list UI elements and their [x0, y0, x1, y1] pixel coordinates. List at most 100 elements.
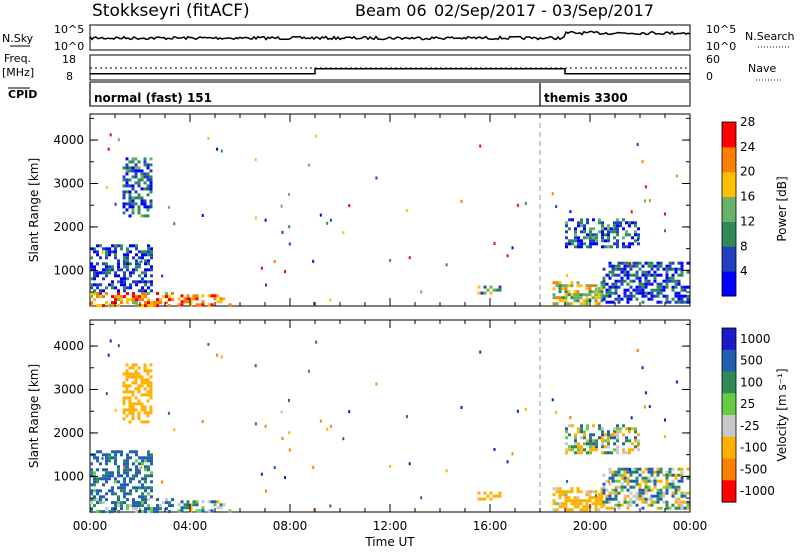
- echo-cell: [617, 479, 621, 483]
- echo-cell: [96, 292, 99, 296]
- echo-cell: [620, 485, 624, 489]
- echo-cell: [564, 508, 568, 512]
- echo-cell: [671, 285, 675, 289]
- echo-cell: [568, 433, 571, 437]
- echo-cell: [105, 265, 108, 269]
- echo-cell: [128, 372, 132, 376]
- echo-cell: [177, 503, 181, 507]
- echo-cell: [186, 300, 190, 304]
- echo-cell: [605, 300, 609, 304]
- echo-cell: [168, 501, 171, 505]
- echo-cell: [180, 500, 184, 504]
- echo-cell: [102, 289, 105, 293]
- echo-cell: [579, 296, 583, 300]
- echo-cell: [99, 501, 102, 505]
- echo-cell: [147, 259, 150, 263]
- echo-cell: [683, 294, 687, 298]
- echo-cell: [629, 267, 633, 271]
- echo-cell: [120, 501, 123, 505]
- echo-point: [664, 229, 666, 233]
- echo-cell: [604, 245, 607, 249]
- echo-cell: [577, 451, 580, 455]
- echo-cell: [144, 480, 147, 484]
- echo-cell: [146, 187, 150, 191]
- echo-cell: [662, 267, 666, 271]
- echo-cell: [577, 236, 580, 240]
- echo-cell: [608, 270, 612, 274]
- echo-cell: [677, 291, 681, 295]
- echo-cell: [611, 506, 615, 510]
- echo-cell: [111, 295, 114, 299]
- echo-cell: [629, 479, 633, 483]
- echo-cell: [123, 277, 126, 281]
- echo-cell: [125, 181, 129, 185]
- echo-cell: [117, 501, 120, 505]
- echo-cell: [573, 502, 577, 506]
- echo-cell: [125, 372, 129, 376]
- echo-point: [207, 342, 210, 346]
- echo-cell: [489, 491, 493, 495]
- echo-cell: [582, 505, 586, 509]
- echo-cell: [120, 489, 123, 493]
- echo-cell: [677, 261, 681, 265]
- echo-cell: [555, 281, 559, 285]
- echo-cell: [123, 480, 126, 484]
- echo-cell: [99, 304, 102, 308]
- echo-cell: [565, 242, 568, 246]
- echo-cell: [156, 507, 159, 511]
- echo-cell: [99, 295, 102, 299]
- echo-cell: [623, 500, 627, 504]
- echo-cell: [656, 285, 660, 289]
- echo-cell: [102, 295, 105, 299]
- echo-cell: [135, 259, 138, 263]
- echo-cell: [671, 503, 675, 507]
- echo-cell: [120, 504, 123, 508]
- echo-point: [281, 436, 284, 440]
- echo-cell: [105, 292, 108, 296]
- echo-cell: [574, 236, 577, 240]
- echo-cell: [93, 274, 96, 278]
- echo-cell: [498, 494, 502, 498]
- echo-cell: [597, 502, 601, 506]
- echo-cell: [665, 294, 669, 298]
- echo-cell: [588, 293, 592, 297]
- echo-cell: [620, 282, 624, 286]
- nsearch-label: N.Search: [745, 30, 795, 43]
- echo-cell: [146, 381, 150, 385]
- echo-cell: [620, 297, 624, 301]
- echo-point: [516, 203, 519, 207]
- echo-cell: [564, 499, 568, 503]
- echo-cell: [628, 427, 631, 431]
- echo-cell: [620, 276, 624, 280]
- echo-cell: [93, 504, 96, 508]
- echo-cell: [135, 304, 138, 308]
- echo-cell: [90, 510, 93, 514]
- echo-cell: [122, 399, 126, 403]
- echo-cell: [600, 293, 604, 297]
- echo-cell: [144, 259, 147, 263]
- echo-point: [664, 418, 666, 422]
- echo-cell: [128, 199, 132, 203]
- echo-cell: [565, 442, 568, 446]
- echo-cell: [656, 494, 660, 498]
- echo-cell: [137, 208, 141, 212]
- echo-point: [307, 163, 310, 167]
- echo-cell: [680, 473, 684, 477]
- echo-cell: [90, 468, 93, 472]
- echo-point: [375, 176, 378, 180]
- echo-cell: [594, 296, 598, 300]
- echo-cell: [114, 459, 117, 463]
- echo-cell: [150, 289, 153, 293]
- echo-cell: [659, 494, 663, 498]
- echo-cell: [592, 242, 595, 246]
- echo-cell: [105, 471, 108, 475]
- echo-cell: [616, 445, 619, 449]
- echo-cell: [141, 292, 144, 296]
- echo-cell: [128, 375, 132, 379]
- echo-cell: [653, 485, 657, 489]
- echo-cell: [147, 244, 150, 248]
- echo-cell: [626, 261, 630, 265]
- echo-cell: [656, 479, 660, 483]
- echo-cell: [102, 247, 105, 251]
- echo-cell: [128, 396, 132, 400]
